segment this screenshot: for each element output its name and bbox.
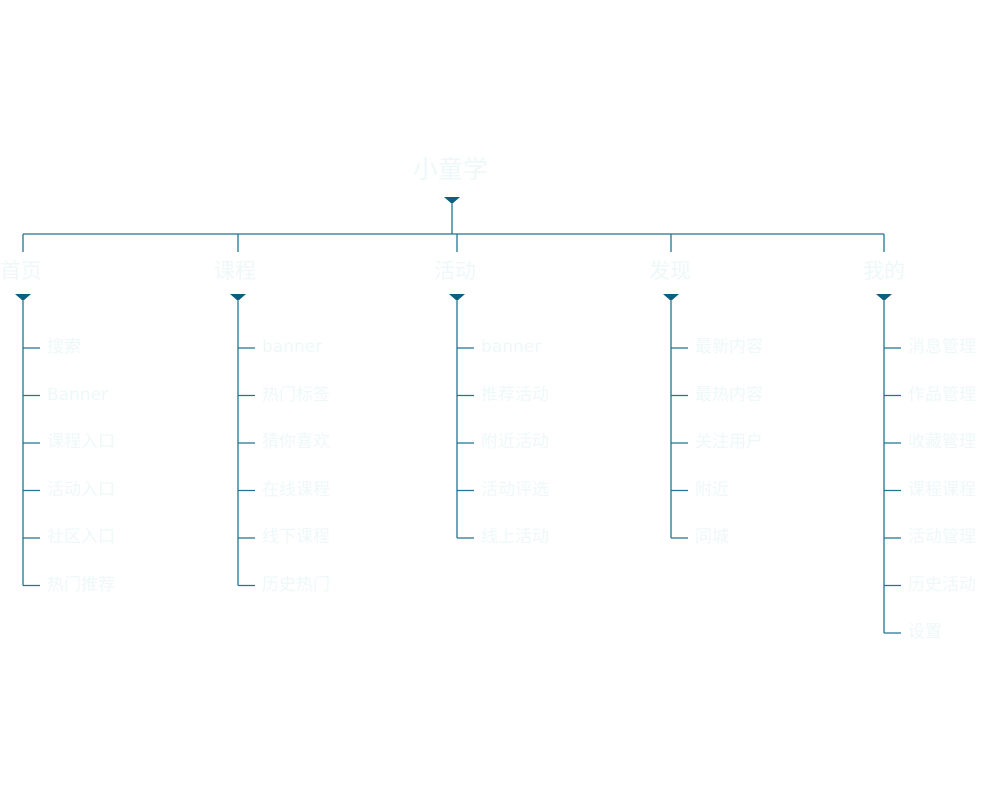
item-label: 活动评选 <box>481 479 549 500</box>
item-label: Banner <box>47 384 109 405</box>
category-label: 我的 <box>863 259 905 283</box>
category-collapse-marker <box>876 294 892 301</box>
item-label: 线下课程 <box>262 527 330 547</box>
category-collapse-marker <box>230 294 246 301</box>
item-label: 附近 <box>695 479 729 500</box>
item-label: 社区入口 <box>47 527 115 547</box>
item-label: 热门推荐 <box>47 574 115 595</box>
item-label: 活动入口 <box>47 479 115 500</box>
item-label: 在线课程 <box>262 479 330 500</box>
item-label: 线上活动 <box>481 527 549 547</box>
item-label: 最新内容 <box>695 337 763 357</box>
item-label: 搜索 <box>47 337 81 357</box>
category-label: 发现 <box>649 259 691 283</box>
item-label: 附近活动 <box>481 432 549 452</box>
root-collapse-marker <box>444 197 460 204</box>
item-label: 课程入口 <box>47 432 115 452</box>
category-collapse-marker <box>449 294 465 301</box>
item-label: 消息管理 <box>908 337 976 357</box>
item-label: 关注用户 <box>695 432 763 452</box>
item-label: 推荐活动 <box>481 384 549 405</box>
item-label: 设置 <box>908 622 942 642</box>
category-label: 课程 <box>214 259 256 283</box>
item-label: 历史热门 <box>262 574 330 595</box>
item-label: 同城 <box>695 527 729 547</box>
category-label: 活动 <box>434 259 476 283</box>
item-label: 猜你喜欢 <box>262 432 330 452</box>
item-label: 活动管理 <box>908 527 976 547</box>
category-collapse-marker <box>663 294 679 301</box>
category-collapse-marker <box>15 294 31 301</box>
item-label: banner <box>262 337 323 357</box>
item-label: banner <box>481 337 542 357</box>
item-label: 最热内容 <box>695 384 763 405</box>
item-label: 课程课程 <box>908 479 976 500</box>
root-node-label: 小童学 <box>413 155 489 184</box>
item-label: 作品管理 <box>908 384 976 405</box>
item-label: 热门标签 <box>262 384 330 405</box>
category-label: 首页 <box>0 259 42 283</box>
item-label: 历史活动 <box>908 574 976 595</box>
item-label: 收藏管理 <box>908 432 976 452</box>
